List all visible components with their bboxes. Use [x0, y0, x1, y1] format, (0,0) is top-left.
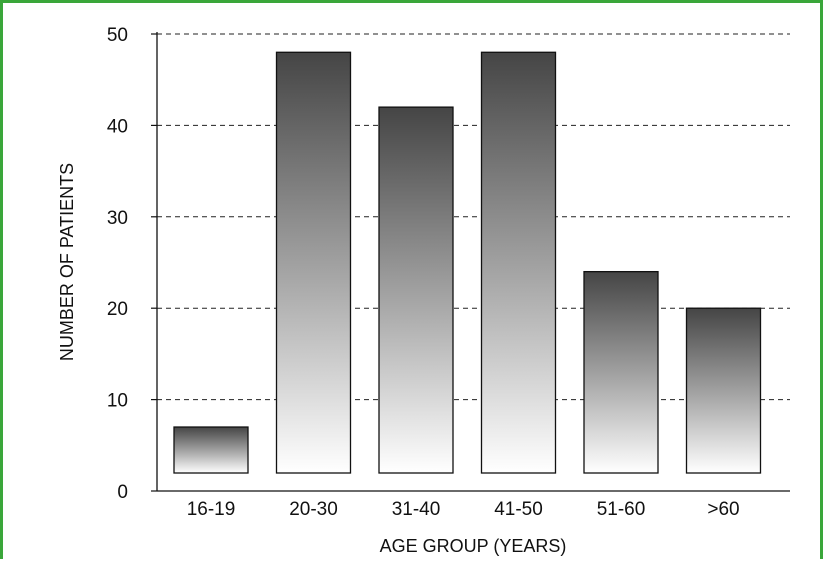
x-axis-title: AGE GROUP (YEARS) [380, 536, 567, 556]
y-tick-label: 30 [107, 208, 128, 229]
y-tick-labels: 0 10 20 30 40 50 [107, 25, 157, 503]
x-tick-label: 16-19 [187, 499, 236, 520]
bar-51-60 [583, 270, 659, 474]
bars [173, 51, 762, 474]
bar-20-30 [275, 51, 352, 474]
axes [156, 32, 790, 492]
x-tick-label: >60 [707, 499, 739, 520]
bar-31-40 [378, 106, 454, 474]
y-tick-label: 10 [107, 391, 128, 412]
x-tick-label: 51-60 [597, 499, 646, 520]
y-tick-label: 0 [117, 482, 128, 503]
y-tick-label: 40 [107, 116, 128, 137]
bar-16-19 [173, 426, 249, 474]
x-tick-labels: 16-19 20-30 31-40 41-50 51-60 >60 [187, 499, 740, 520]
y-axis-title: NUMBER OF PATIENTS [57, 163, 77, 361]
bar-41-50 [480, 51, 557, 474]
y-tick-label: 50 [107, 25, 128, 46]
y-tick-label: 20 [107, 299, 128, 320]
bar->60 [685, 307, 762, 474]
gridlines [157, 33, 790, 401]
x-tick-label: 20-30 [289, 499, 338, 520]
x-tick-label: 41-50 [494, 499, 543, 520]
x-tick-label: 31-40 [392, 499, 441, 520]
